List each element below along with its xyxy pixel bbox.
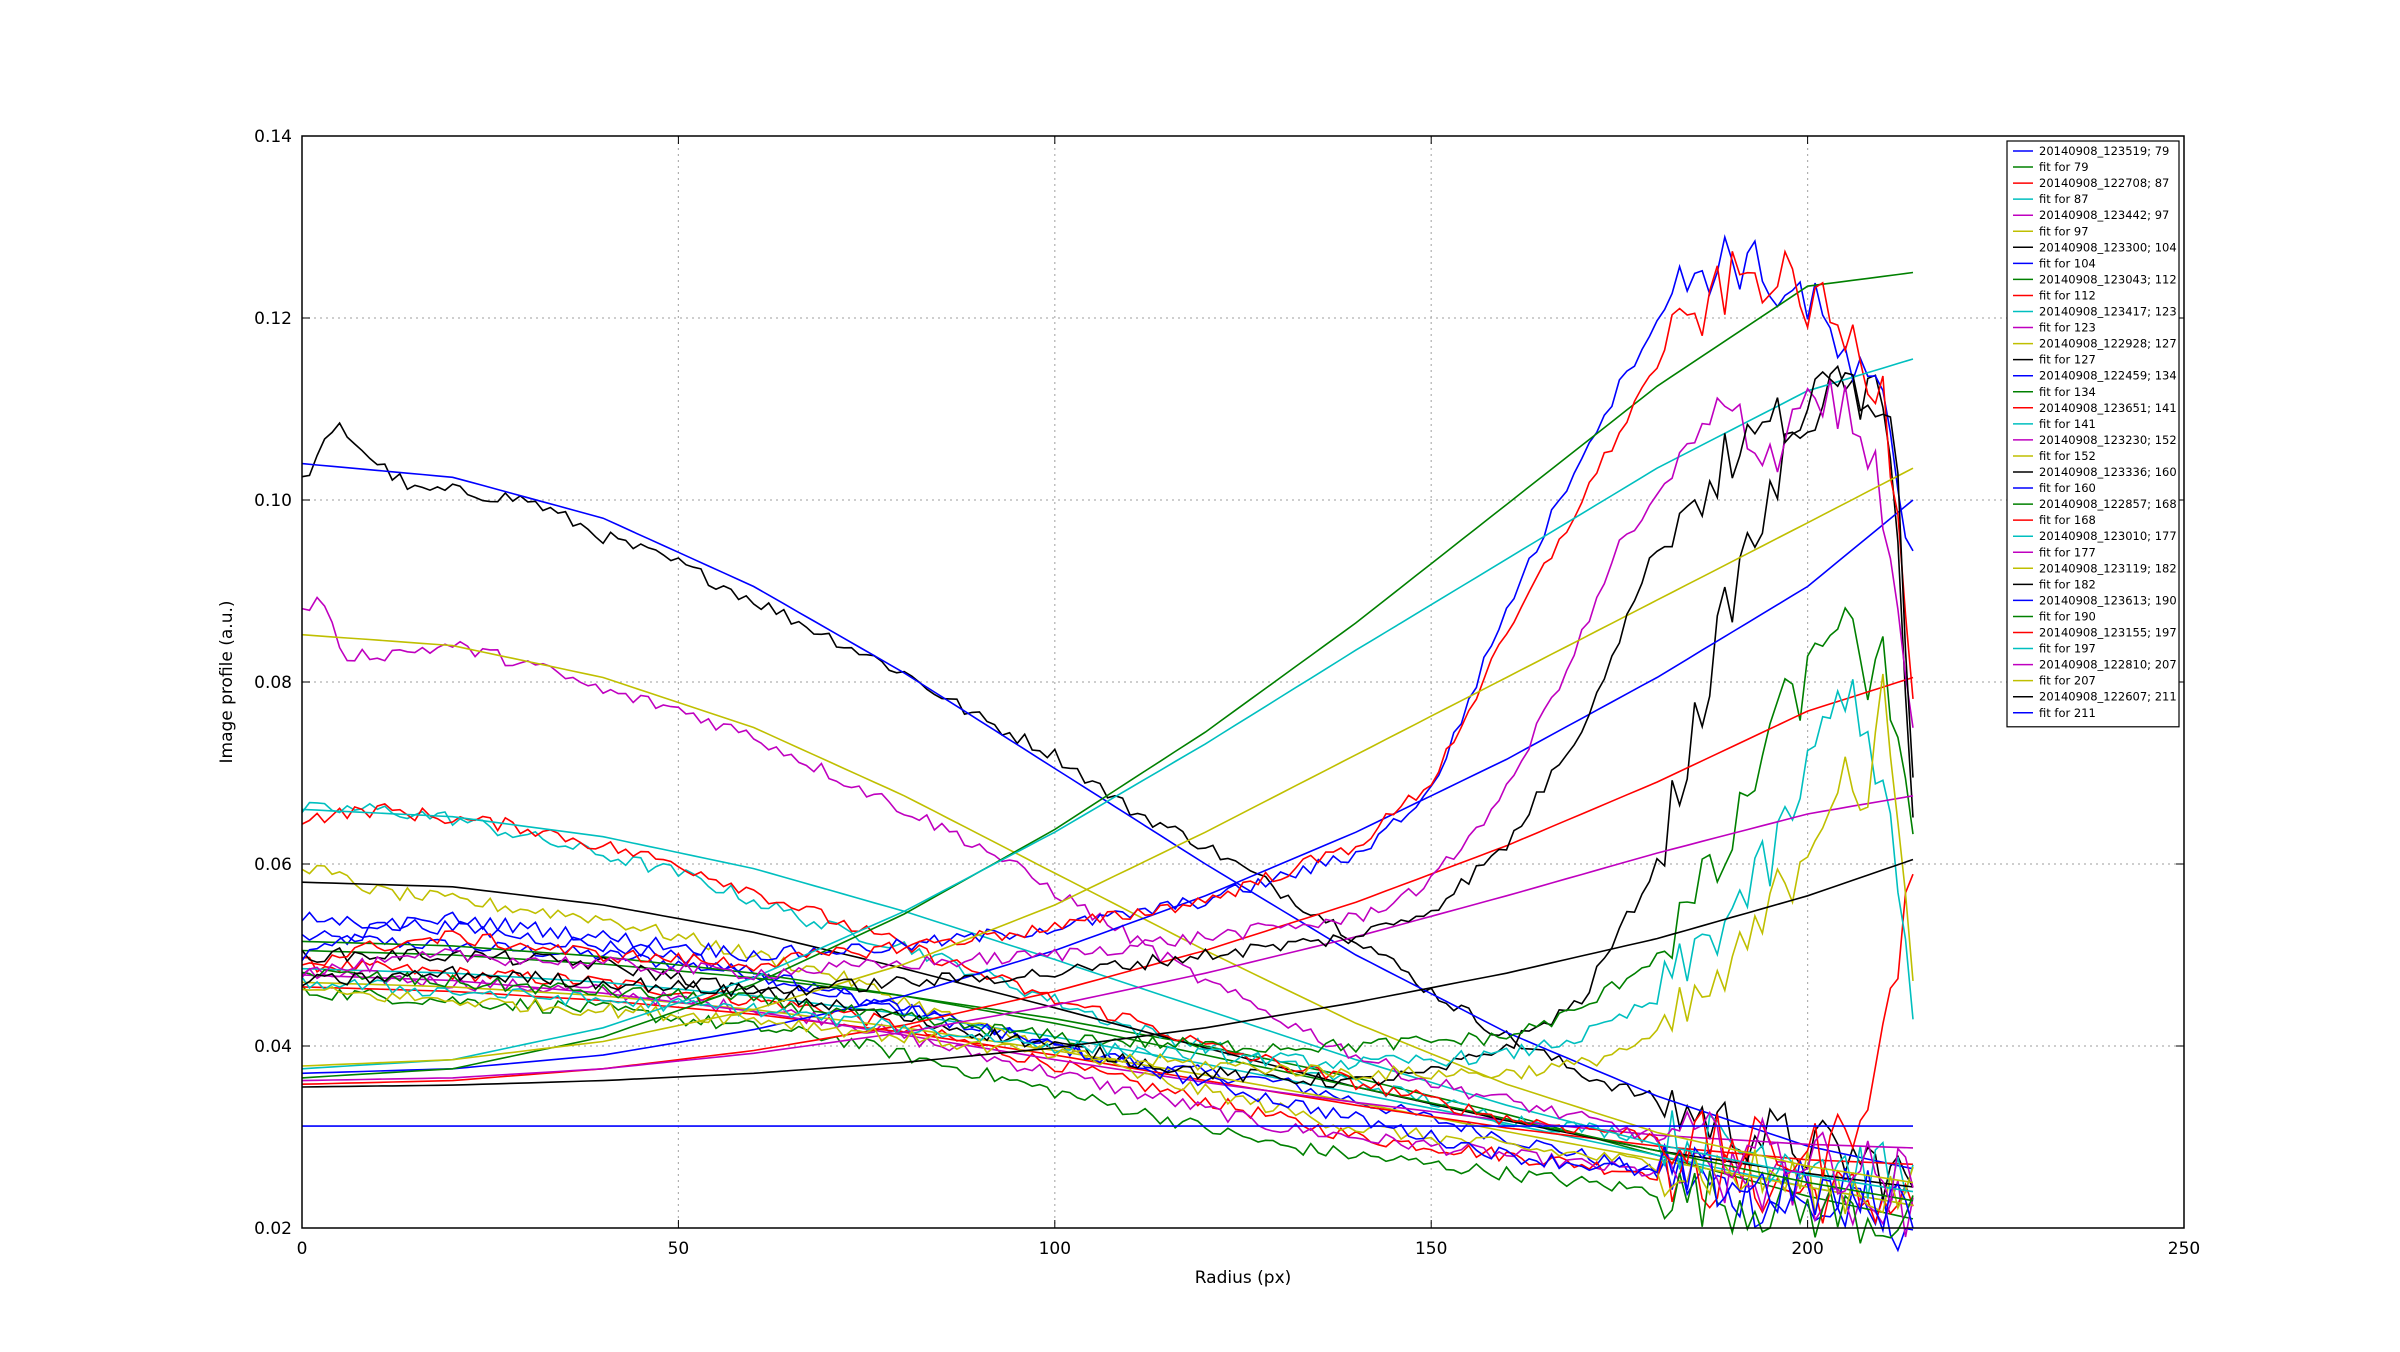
- series-line: [301, 378, 1914, 981]
- legend-label: fit for 168: [2039, 513, 2096, 527]
- legend-label: 20140908_123300; 104: [2039, 240, 2177, 254]
- series-line: [301, 606, 1914, 1054]
- x-tick-label: 50: [668, 1239, 690, 1259]
- legend-label: 20140908_123651; 141: [2039, 401, 2177, 415]
- legend-label: 20140908_122928; 127: [2039, 337, 2177, 351]
- series-line: [301, 358, 1914, 1070]
- legend-label: fit for 127: [2039, 353, 2096, 367]
- y-tick-label: 0.10: [254, 491, 292, 511]
- series-line: [301, 499, 1914, 1075]
- series-line: [301, 803, 1914, 1179]
- legend-label: 20140908_122459; 134: [2039, 369, 2177, 383]
- legend-label: fit for 123: [2039, 321, 2096, 335]
- legend-label: fit for 182: [2039, 577, 2096, 591]
- x-tick-label: 100: [1039, 1239, 1071, 1259]
- series-line: [301, 984, 1914, 1244]
- series-line: [301, 467, 1914, 1067]
- series-line: [301, 795, 1914, 1082]
- legend-label: 20140908_123336; 160: [2039, 465, 2177, 479]
- legend-label: 20140908_123230; 152: [2039, 433, 2177, 447]
- legend-label: fit for 79: [2039, 160, 2089, 174]
- legend-label: 20140908_122607; 211: [2039, 690, 2177, 704]
- series-line: [301, 421, 1914, 1200]
- legend-label: 20140908_123613; 190: [2039, 593, 2177, 607]
- legend-label: fit for 211: [2039, 706, 2096, 720]
- legend-label: fit for 87: [2039, 192, 2089, 206]
- legend-label: 20140908_123155; 197: [2039, 626, 2177, 640]
- legend-label: 20140908_123043; 112: [2039, 272, 2177, 286]
- legend-label: fit for 197: [2039, 642, 2096, 656]
- series-line: [301, 679, 1914, 1071]
- legend-label: 20140908_123119; 182: [2039, 561, 2177, 575]
- x-tick-label: 200: [1791, 1239, 1823, 1259]
- series-line: [301, 986, 1914, 1166]
- legend-label: fit for 207: [2039, 674, 2096, 688]
- legend-label: fit for 97: [2039, 224, 2089, 238]
- x-axis: 0 50 100 150 200 250: [297, 136, 2200, 1259]
- y-tick-label: 0.06: [254, 855, 292, 875]
- legend-label: 20140908_123519; 79: [2039, 144, 2169, 158]
- legend-label: 20140908_122708; 87: [2039, 176, 2169, 190]
- legend-label: fit for 190: [2039, 609, 2096, 623]
- y-tick-label: 0.04: [254, 1037, 292, 1057]
- legend-label: 20140908_122810; 207: [2039, 658, 2177, 672]
- series-line: [301, 940, 1914, 1202]
- y-tick-label: 0.12: [254, 309, 292, 329]
- x-tick-label: 250: [2168, 1239, 2200, 1259]
- series-line: [301, 974, 1914, 1149]
- y-axis-title: Image profile (a.u.): [217, 600, 237, 763]
- y-axis: 0.02 0.04 0.06 0.08 0.10 0.12 0.14: [254, 127, 2184, 1239]
- legend-label: fit for 152: [2039, 449, 2096, 463]
- legend-label: fit for 141: [2039, 417, 2096, 431]
- legend-box: [2006, 140, 2180, 728]
- series-lines: [301, 233, 1914, 1253]
- series-line: [301, 271, 1914, 1079]
- series-line: [301, 864, 1914, 1216]
- series-line: [301, 673, 1914, 1082]
- y-tick-label: 0.02: [254, 1219, 292, 1239]
- legend-label: 20140908_123010; 177: [2039, 529, 2177, 543]
- legend-label: fit for 104: [2039, 256, 2096, 270]
- legend-label: 20140908_122857; 168: [2039, 497, 2177, 511]
- series-line: [301, 858, 1914, 1088]
- series-line: [301, 249, 1914, 972]
- series-line: [301, 370, 1914, 998]
- series-line: [301, 633, 1914, 1184]
- legend-label: fit for 177: [2039, 545, 2096, 559]
- x-axis-title: Radius (px): [1195, 1268, 1292, 1288]
- series-line: [301, 233, 1914, 962]
- legend-label: fit for 112: [2039, 288, 2096, 302]
- legend: 20140908_123519; 79 fit for 79 20140908_12…: [2006, 140, 2180, 728]
- x-tick-label: 150: [1415, 1239, 1447, 1259]
- x-tick-label: 0: [297, 1239, 308, 1259]
- series-line: [301, 596, 1914, 1204]
- legend-label: fit for 160: [2039, 481, 2096, 495]
- legend-label: 20140908_123442; 97: [2039, 208, 2169, 222]
- series-line: [301, 967, 1914, 1207]
- legend-label: 20140908_123417; 123: [2039, 305, 2177, 319]
- y-tick-label: 0.08: [254, 673, 292, 693]
- legend-label: fit for 134: [2039, 385, 2096, 399]
- y-tick-label: 0.14: [254, 127, 292, 147]
